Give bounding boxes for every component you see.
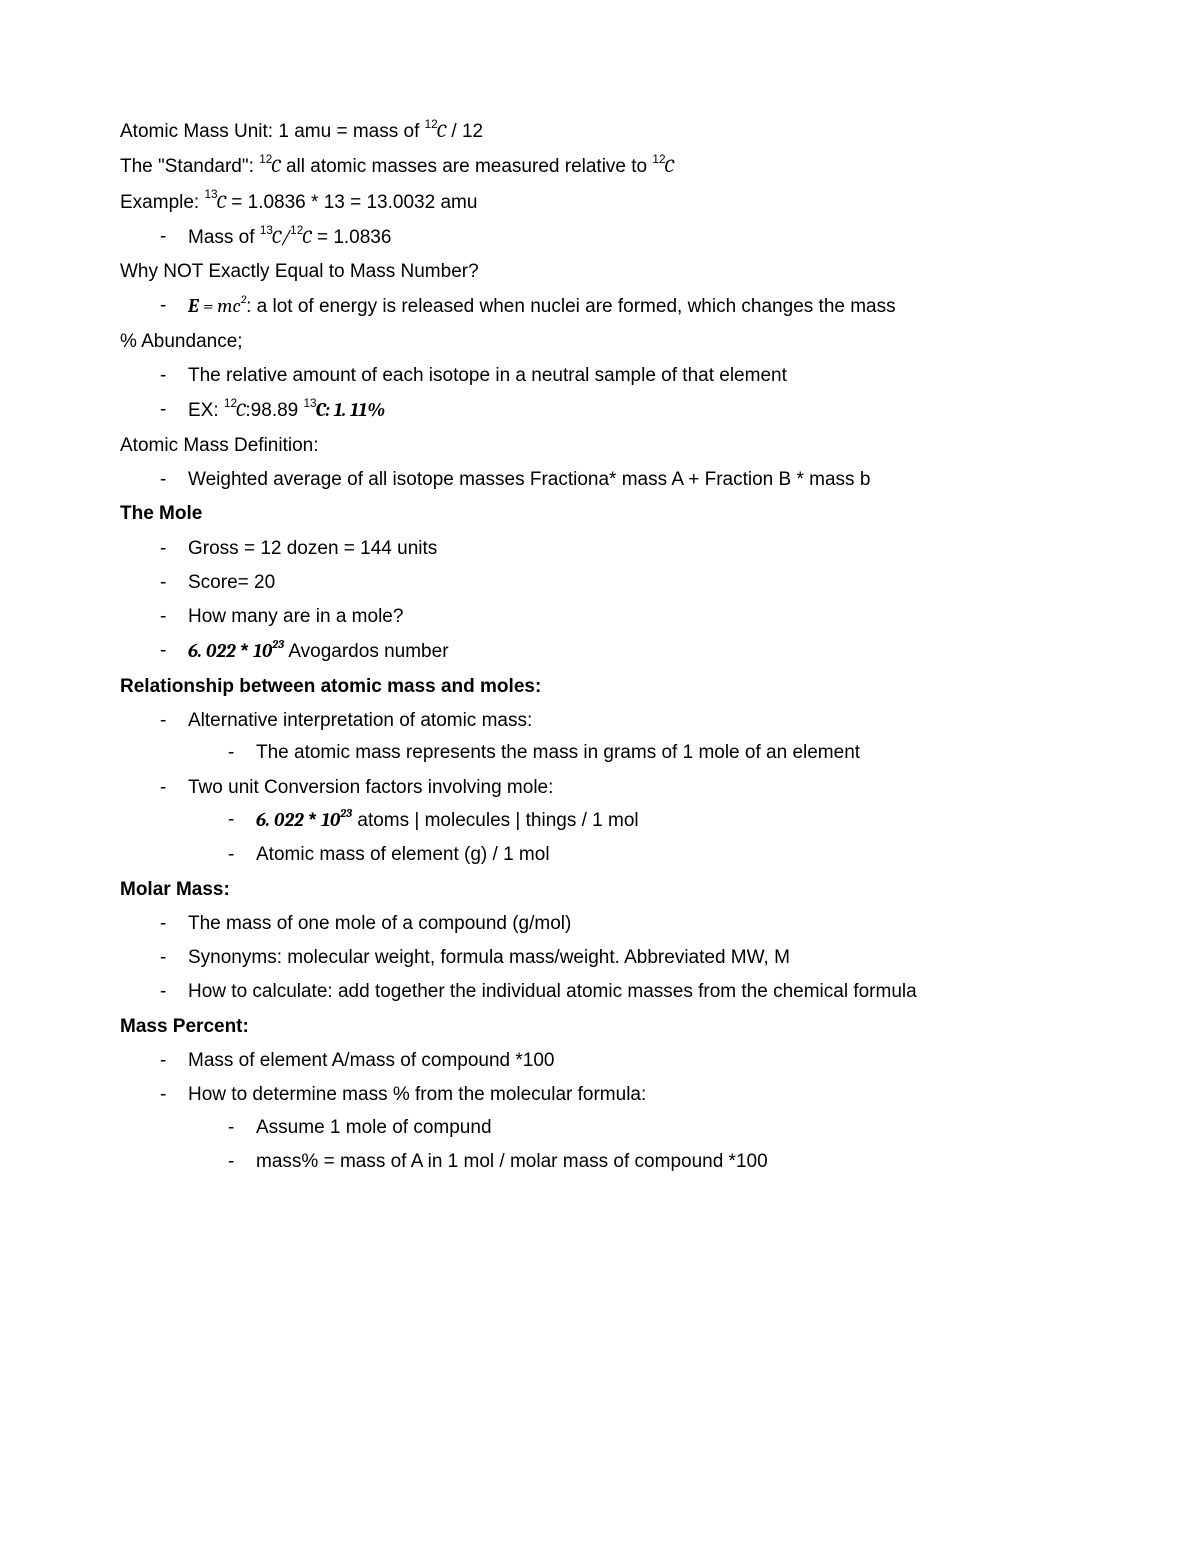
list-item: 6. 022 * 1023 Avogardos number	[120, 635, 1080, 668]
eq-m: m	[217, 295, 232, 317]
text: Atomic Mass Unit: 1 amu = mass of	[120, 121, 425, 142]
text: Two unit Conversion factors involving mo…	[188, 777, 553, 798]
list-item: The mass of one mole of a compound (g/mo…	[120, 908, 1080, 940]
text: The "Standard":	[120, 156, 259, 177]
line-amu: Atomic Mass Unit: 1 amu = mass of 12C / …	[120, 115, 1080, 148]
list-item: The relative amount of each isotope in a…	[120, 360, 1080, 392]
list-item: Mass of 13C/12C = 1.0836	[120, 221, 1080, 254]
list-item: mass% = mass of A in 1 mol / molar mass …	[188, 1146, 1080, 1178]
text: = 1.0836 * 13 = 13.0032 amu	[226, 192, 477, 213]
heading-mole: The Mole	[120, 498, 1080, 530]
isotope-symbol: C	[316, 399, 326, 421]
isotope-symbol: C	[437, 120, 446, 142]
list-item: Synonyms: molecular weight, formula mass…	[120, 942, 1080, 974]
isotope-superscript: 12	[290, 224, 303, 237]
text: Example:	[120, 192, 204, 213]
line-why-not: Why NOT Exactly Equal to Mass Number?	[120, 256, 1080, 288]
num: 10	[322, 809, 341, 831]
text: EX:	[188, 400, 224, 421]
list: E = mc2: a lot of energy is released whe…	[120, 290, 1080, 323]
isotope-superscript: 12	[259, 153, 272, 166]
list-item: Weighted average of all isotope masses F…	[120, 464, 1080, 496]
list: The atomic mass represents the mass in g…	[188, 737, 1080, 769]
text: /	[281, 226, 290, 248]
list: Gross = 12 dozen = 144 units Score= 20 H…	[120, 533, 1080, 669]
list-item: Score= 20	[120, 567, 1080, 599]
text: / 12	[446, 121, 483, 142]
list-item: EX: 12C:98.89 13C: 1. 11%	[120, 394, 1080, 427]
text: : a lot of energy is released when nucle…	[246, 296, 896, 317]
list: Assume 1 mole of compund mass% = mass of…	[188, 1112, 1080, 1179]
eq-equals: =	[199, 295, 217, 317]
list: Weighted average of all isotope masses F…	[120, 464, 1080, 496]
list-item: Alternative interpretation of atomic mas…	[120, 705, 1080, 770]
eq-E: E	[188, 295, 199, 317]
list-item: E = mc2: a lot of energy is released whe…	[120, 290, 1080, 323]
text: = 1.0836	[312, 227, 392, 248]
eq-sup: 2	[241, 292, 246, 306]
list: 6. 022 * 1023 atoms | molecules | things…	[188, 804, 1080, 872]
text: Avogardos number	[288, 641, 448, 662]
heading-relationship: Relationship between atomic mass and mol…	[120, 671, 1080, 703]
text: Alternative interpretation of atomic mas…	[188, 710, 532, 731]
list-item: Gross = 12 dozen = 144 units	[120, 533, 1080, 565]
text: *	[304, 810, 322, 831]
text: :98.89	[245, 400, 303, 421]
list-item: Two unit Conversion factors involving mo…	[120, 772, 1080, 872]
num: 10	[254, 640, 273, 662]
list: Mass of 13C/12C = 1.0836	[120, 221, 1080, 254]
list: The mass of one mole of a compound (g/mo…	[120, 908, 1080, 1009]
isotope-superscript: 12	[652, 153, 665, 166]
line-example: Example: 13C = 1.0836 * 13 = 13.0032 amu	[120, 186, 1080, 219]
list-item: Assume 1 mole of compund	[188, 1112, 1080, 1144]
list-item: The atomic mass represents the mass in g…	[188, 737, 1080, 769]
list-item: Atomic mass of element (g) / 1 mol	[188, 839, 1080, 871]
line-standard: The "Standard": 12C all atomic masses ar…	[120, 150, 1080, 183]
document-page: Atomic Mass Unit: 1 amu = mass of 12C / …	[0, 0, 1200, 1553]
text: Mass of	[188, 227, 260, 248]
isotope-symbol: C	[272, 226, 281, 248]
text: atoms | molecules | things / 1 mol	[357, 810, 638, 831]
isotope-symbol: C	[302, 226, 311, 248]
isotope-symbol: C	[271, 155, 280, 177]
list: Mass of element A/mass of compound *100 …	[120, 1045, 1080, 1178]
sup: 23	[340, 806, 352, 820]
isotope-superscript: 13	[304, 397, 317, 410]
num: 6. 022	[256, 809, 304, 831]
heading-mass-percent: Mass Percent:	[120, 1011, 1080, 1043]
isotope-superscript: 13	[204, 188, 217, 201]
list-item: How many are in a mole?	[120, 601, 1080, 633]
list-item: Mass of element A/mass of compound *100	[120, 1045, 1080, 1077]
eq-c: c	[232, 295, 240, 317]
text: all atomic masses are measured relative …	[286, 156, 652, 177]
list-item: 6. 022 * 1023 atoms | molecules | things…	[188, 804, 1080, 837]
isotope-superscript: 13	[260, 224, 273, 237]
isotope-symbol: C	[236, 399, 245, 421]
text: : 1. 11%	[326, 399, 385, 421]
text: How to determine mass % from the molecul…	[188, 1084, 646, 1105]
heading-molar-mass: Molar Mass:	[120, 874, 1080, 906]
list-item: How to calculate: add together the indiv…	[120, 976, 1080, 1008]
list: The relative amount of each isotope in a…	[120, 360, 1080, 428]
list-item: How to determine mass % from the molecul…	[120, 1079, 1080, 1178]
isotope-superscript: 12	[425, 118, 438, 131]
list: Alternative interpretation of atomic mas…	[120, 705, 1080, 871]
line-atomic-mass-def: Atomic Mass Definition:	[120, 430, 1080, 462]
isotope-superscript: 12	[224, 397, 237, 410]
line-abundance: % Abundance;	[120, 326, 1080, 358]
num: 6. 022	[188, 640, 236, 662]
sup: 23	[272, 637, 284, 651]
text: *	[236, 641, 254, 662]
